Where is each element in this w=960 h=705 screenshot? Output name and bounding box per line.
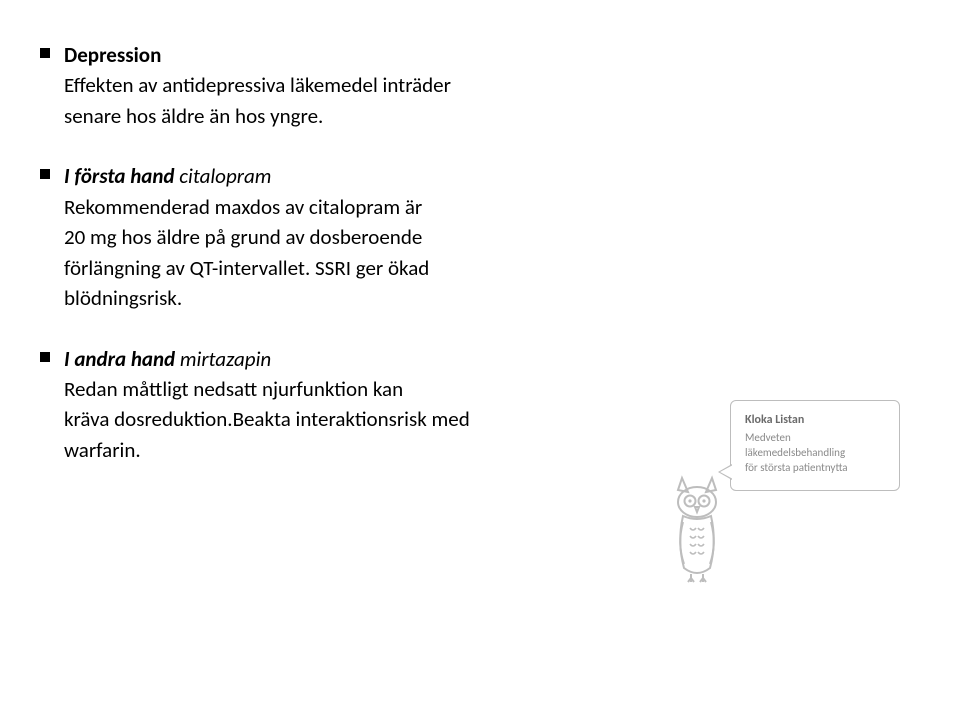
owl-icon xyxy=(668,474,726,594)
bullet-icon xyxy=(40,352,50,362)
speech-line: för största patientnytta xyxy=(745,461,848,474)
section-text: kräva dosreduktion.Beakta interaktionsri… xyxy=(64,404,470,434)
lead-italic: citalopram xyxy=(179,163,271,189)
lead-text: I andra hand xyxy=(64,346,180,372)
section-depression: Depression Effekten av antidepressiva lä… xyxy=(40,40,920,131)
lead-italic: mirtazapin xyxy=(180,346,271,372)
bullet-icon xyxy=(40,48,50,58)
section-text: warfarin. xyxy=(64,435,470,465)
section-text: senare hos äldre än hos yngre. xyxy=(64,101,451,131)
kloka-listan-graphic: Kloka Listan Medveten läkemedelsbehandli… xyxy=(640,340,880,620)
speech-bubble: Kloka Listan Medveten läkemedelsbehandli… xyxy=(730,400,900,491)
section-text: Redan måttligt nedsatt njurfunktion kan xyxy=(64,374,470,404)
lead-text: I första hand xyxy=(64,163,179,189)
section-text: förlängning av QT-intervallet. SSRI ger … xyxy=(64,253,429,283)
section-text: Effekten av antidepressiva läkemedel int… xyxy=(64,70,451,100)
section-text: 20 mg hos äldre på grund av dosberoende xyxy=(64,222,429,252)
section-text: Rekommenderad maxdos av citalopram är xyxy=(64,192,429,222)
bullet-icon xyxy=(40,169,50,179)
speech-line: Medveten läkemedelsbehandling xyxy=(745,431,845,459)
section-heading: Depression xyxy=(64,40,451,70)
section-text: blödningsrisk. xyxy=(64,283,429,313)
section-first-hand: I första hand citalopram Rekommenderad m… xyxy=(40,161,920,313)
speech-title: Kloka Listan xyxy=(745,413,885,427)
